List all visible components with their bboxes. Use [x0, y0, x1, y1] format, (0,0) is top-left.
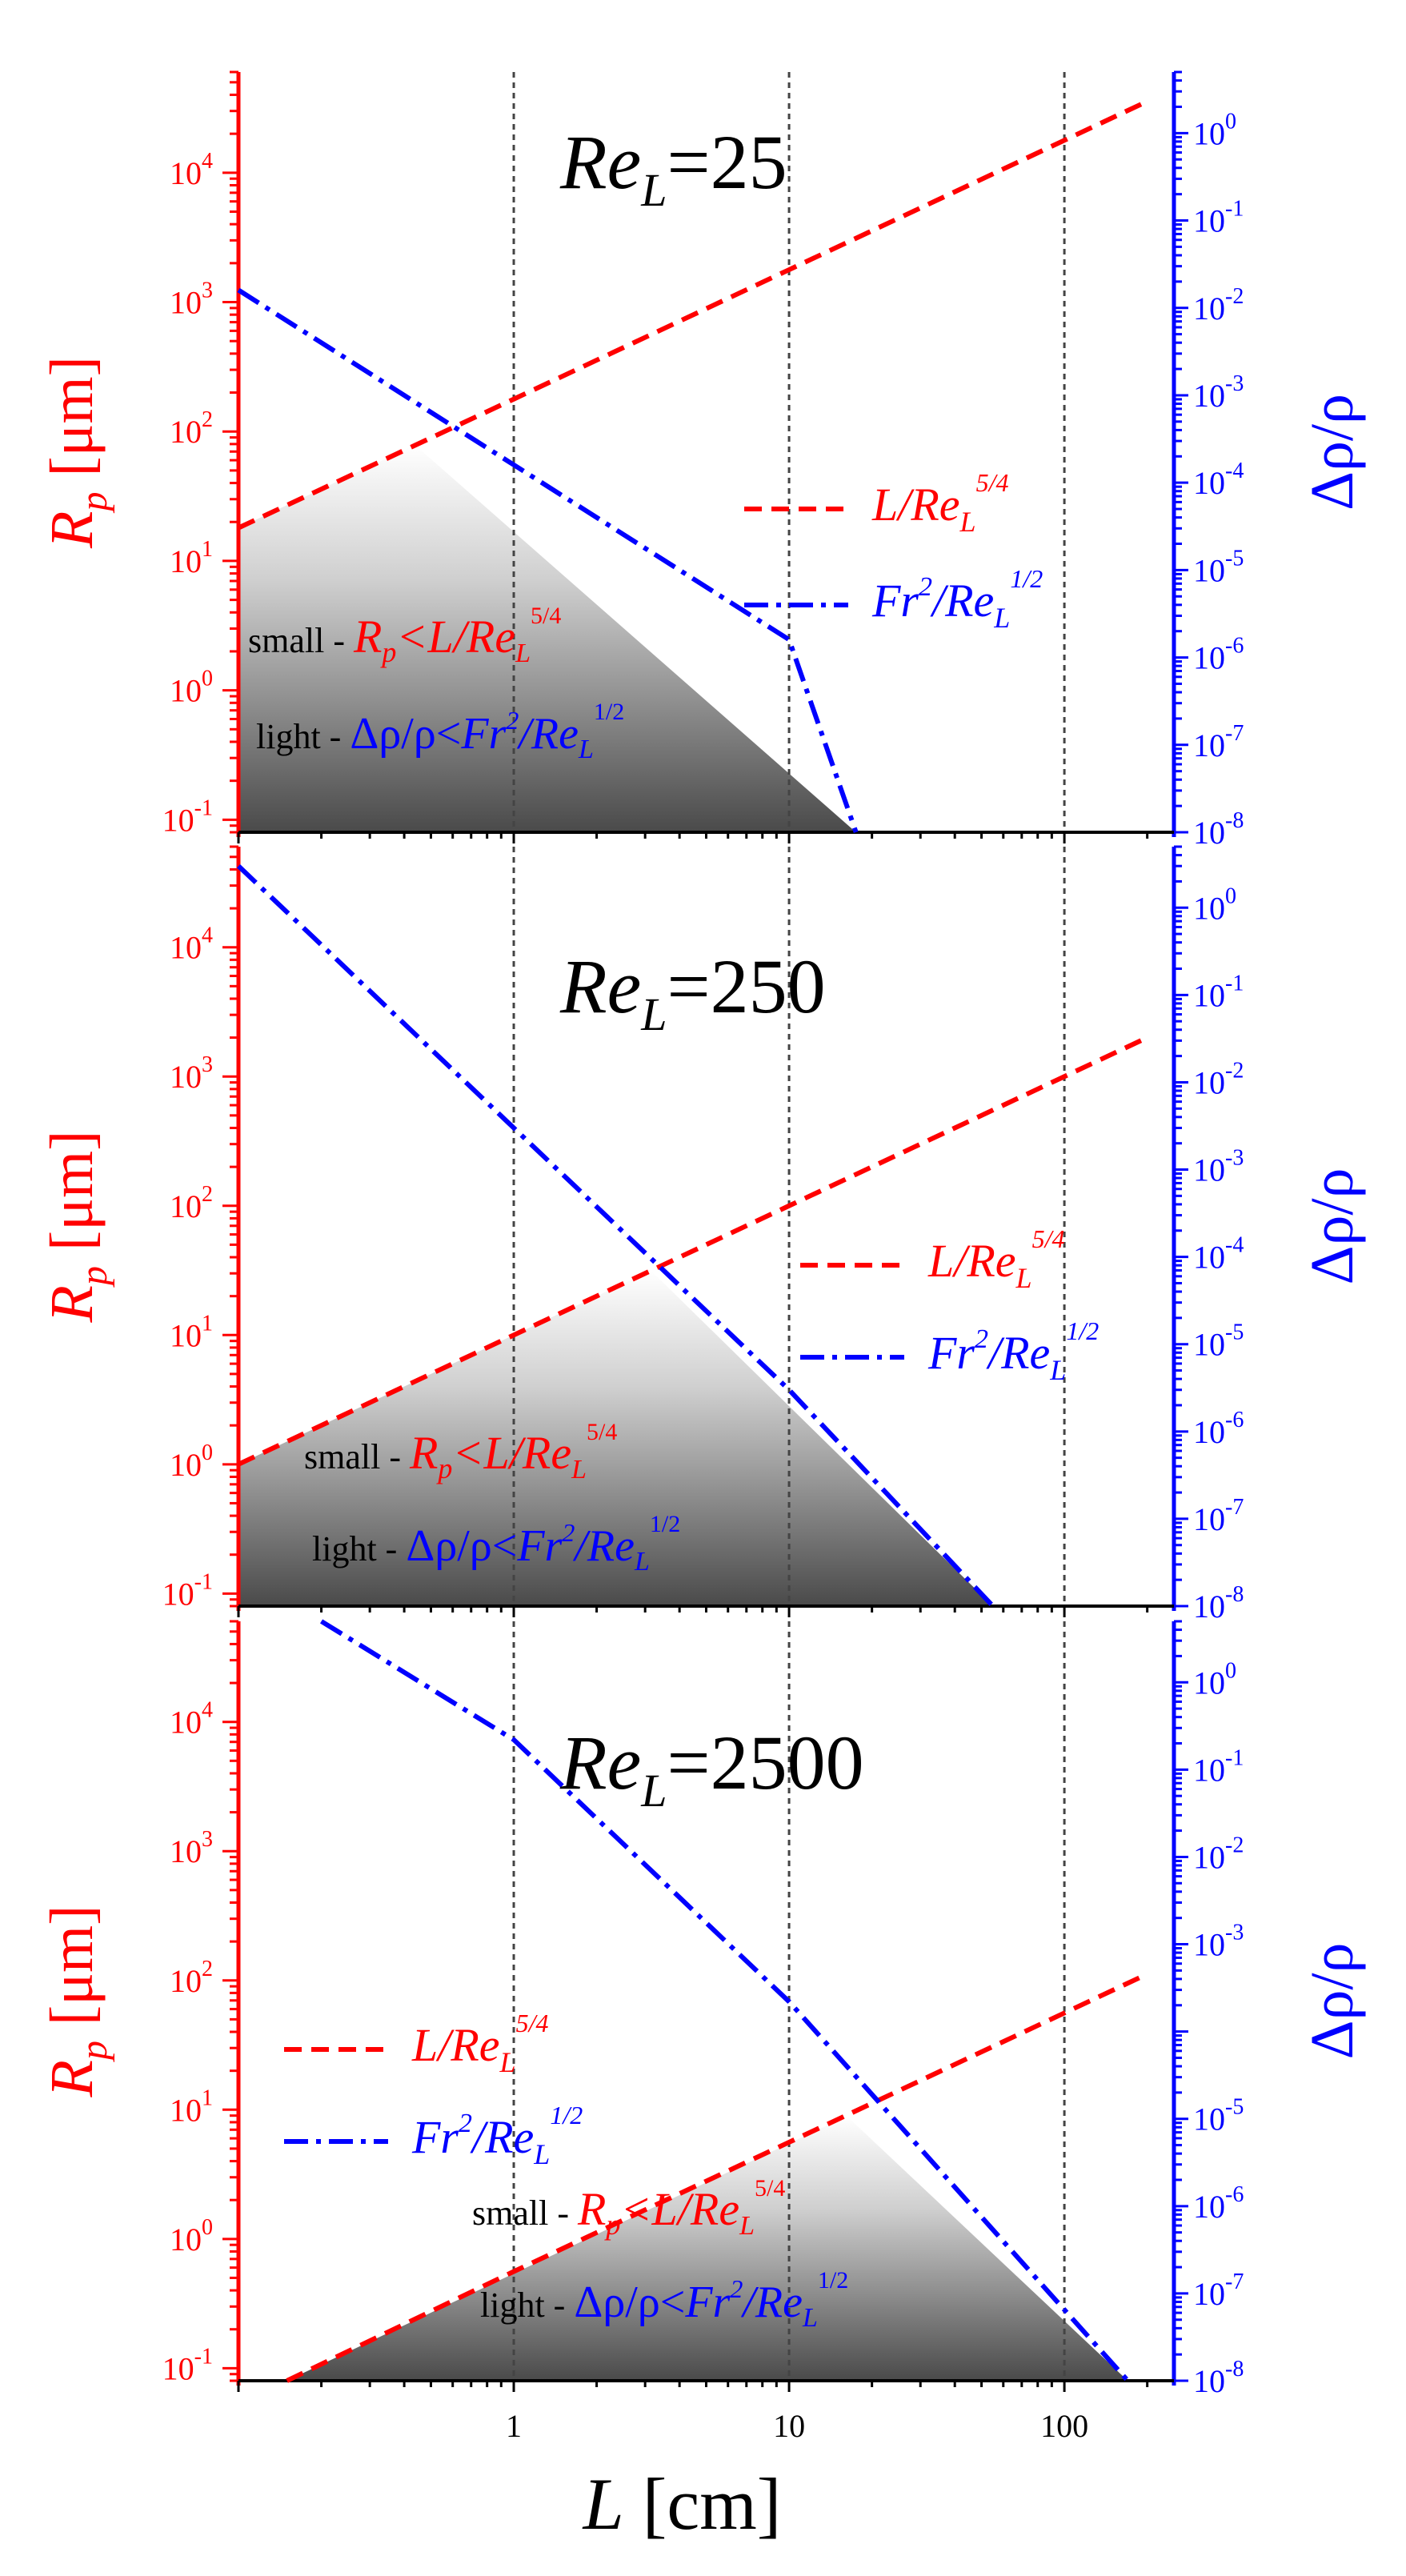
chart-panel-1: 10-1 100 101 102 103 104 10-8 10-7 10-6 10-5 10-4 1… [38, 70, 1366, 851]
legend-label-2: Fr2/ReL1/2 [411, 2101, 583, 2170]
series-line-L-ReL54 [286, 1972, 1148, 2383]
y-axis-label: Rp [μm] [38, 1131, 115, 1324]
y-tick-label: 100 [170, 1440, 213, 1483]
y2-axis-label: Δρ/ρ [1299, 1168, 1366, 1285]
annotation-light: light - Δρ/ρ<Fr2/ReL1/2 [312, 1511, 680, 1576]
legend-label-2: Fr2/ReL1/2 [871, 564, 1043, 634]
y2-tick-label: 10-3 [1193, 371, 1244, 414]
y2-tick-label: 100 [1193, 883, 1236, 926]
y2-tick-label: 10-4 [1193, 459, 1244, 501]
panel-title: ReL=250 [559, 943, 826, 1040]
y2-tick-label: 10-1 [1193, 971, 1244, 1013]
x-axis-label: L [cm] [582, 2463, 782, 2545]
y2-tick-label: 10-5 [1193, 1320, 1244, 1363]
shaded-region [238, 445, 856, 832]
y2-tick-label: 10-5 [1193, 2095, 1244, 2137]
x-tick-label: 1 [506, 2408, 522, 2444]
y2-tick-label: 100 [1193, 109, 1236, 151]
y2-tick-label: 10-3 [1193, 1146, 1244, 1188]
y2-tick-label: 10-1 [1193, 197, 1244, 239]
y-axis-label: Rp [μm] [38, 356, 115, 549]
y2-tick-label: 10-3 [1193, 1921, 1244, 1963]
shaded-region [238, 1270, 993, 1606]
y2-axis-label: Δρ/ρ [1299, 1943, 1366, 2060]
y2-axis-label: Δρ/ρ [1299, 394, 1366, 511]
y2-tick-label: 10-5 [1193, 546, 1244, 588]
y2-tick-label: 10-2 [1193, 1833, 1244, 1875]
panel-title: ReL=25 [559, 119, 787, 216]
panel-title: ReL=2500 [559, 1720, 864, 1817]
y-tick-label: 102 [170, 1182, 213, 1224]
x-tick-label: 10 [773, 2408, 805, 2444]
y-tick-label: 104 [170, 923, 213, 966]
series-line-Fr2-ReL12 [236, 864, 995, 1608]
shaded-region [286, 2116, 1128, 2381]
y-tick-label: 10-1 [162, 795, 213, 838]
y2-tick-label: 10-6 [1193, 634, 1244, 676]
y2-tick-label: 10-8 [1193, 1582, 1244, 1625]
y2-tick-label: 100 [1193, 1658, 1236, 1701]
y2-tick-label: 10-7 [1193, 2270, 1244, 2312]
y-tick-label: 103 [170, 278, 213, 321]
chart-panel-2: 10-1 100 101 102 103 104 10-8 10-7 10-6 10-5 10-4 1… [38, 845, 1366, 1625]
y-tick-label: 100 [170, 667, 213, 709]
y2-tick-label: 10-2 [1193, 1058, 1244, 1100]
annotation-light: light - Δρ/ρ<Fr2/ReL1/2 [480, 2267, 848, 2333]
y2-tick-label: 10-7 [1193, 721, 1244, 763]
y-tick-label: 102 [170, 407, 213, 450]
y-tick-label: 101 [170, 537, 213, 579]
y2-tick-label: 10-4 [1193, 1233, 1244, 1276]
y-tick-label: 104 [170, 149, 213, 191]
y2-tick-label: 10-1 [1193, 1745, 1244, 1788]
y-tick-label: 101 [170, 2085, 213, 2128]
series-line-L-ReL54 [237, 98, 1148, 531]
annotation-small: small - Rp<L/ReL5/4 [472, 2175, 785, 2241]
legend-label-2: Fr2/ReL1/2 [927, 1316, 1099, 1386]
y-tick-label: 104 [170, 1698, 213, 1741]
y2-tick-label: 10-6 [1193, 1408, 1244, 1450]
y-tick-label: 10-1 [162, 1569, 213, 1612]
y-tick-label: 101 [170, 1311, 213, 1353]
chart-panel-3: 10-110010110210310410-810-710-610-510-31… [38, 1619, 1366, 2545]
legend-label-1: L/ReL5/4 [927, 1224, 1064, 1294]
y2-tick-label: 10-8 [1193, 808, 1244, 851]
y2-tick-label: 10-8 [1193, 2357, 1244, 2399]
y2-tick-label: 10-2 [1193, 284, 1244, 327]
series-line-L-ReL54 [237, 1035, 1148, 1467]
y-tick-label: 10-1 [162, 2344, 213, 2386]
annotation-small: small - Rp<L/ReL5/4 [248, 603, 561, 668]
legend-label-1: L/ReL5/4 [871, 468, 1008, 538]
annotation-small: small - Rp<L/ReL5/4 [304, 1419, 617, 1484]
x-tick-label: 100 [1040, 2408, 1088, 2444]
y-axis-label: Rp [μm] [38, 1905, 115, 2098]
legend-label-1: L/ReL5/4 [411, 2009, 548, 2078]
y2-tick-label: 10-7 [1193, 1495, 1244, 1537]
annotation-light: light - Δρ/ρ<Fr2/ReL1/2 [256, 699, 624, 764]
y-tick-label: 102 [170, 1957, 213, 1999]
y-tick-label: 103 [170, 1052, 213, 1095]
y-tick-label: 103 [170, 1827, 213, 1869]
y-tick-label: 100 [170, 2215, 213, 2258]
y2-tick-label: 10-6 [1193, 2182, 1244, 2225]
series-line-Fr2-ReL12 [319, 1619, 1130, 2382]
